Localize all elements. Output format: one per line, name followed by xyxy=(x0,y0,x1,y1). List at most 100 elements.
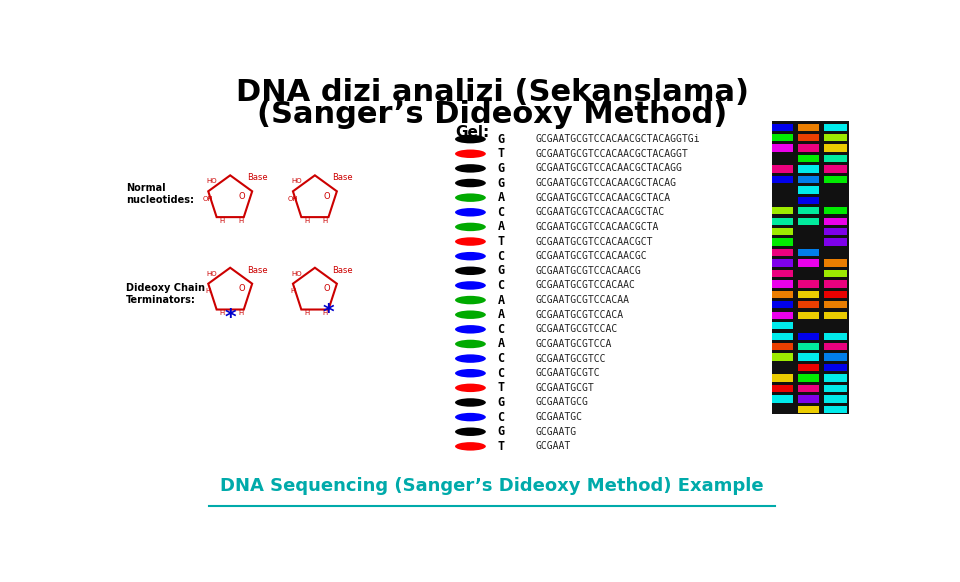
Text: Base: Base xyxy=(248,173,268,182)
Bar xyxy=(772,270,793,277)
Ellipse shape xyxy=(455,354,486,363)
Bar xyxy=(824,385,847,392)
Bar xyxy=(772,374,793,382)
Bar xyxy=(772,228,793,235)
Bar xyxy=(798,291,819,298)
Text: Base: Base xyxy=(332,173,353,182)
Text: T: T xyxy=(497,381,505,395)
Text: GCGAATGCGTC: GCGAATGCGTC xyxy=(536,368,601,378)
Text: C: C xyxy=(497,323,505,336)
Bar xyxy=(772,395,793,403)
Text: GCGAAT: GCGAAT xyxy=(536,441,571,452)
Text: H: H xyxy=(238,218,243,223)
Text: C: C xyxy=(497,279,505,292)
Bar xyxy=(772,301,793,308)
Text: C: C xyxy=(497,250,505,262)
Bar xyxy=(798,123,819,131)
Bar xyxy=(772,239,793,246)
Bar xyxy=(772,311,793,319)
Bar xyxy=(798,406,819,413)
Bar xyxy=(772,281,793,288)
Bar xyxy=(798,207,819,214)
Bar xyxy=(824,291,847,298)
Bar xyxy=(824,228,847,235)
Text: DNA Sequencing (Sanger’s Dideoxy Method) Example: DNA Sequencing (Sanger’s Dideoxy Method)… xyxy=(220,477,764,495)
Bar xyxy=(798,260,819,267)
Text: HO: HO xyxy=(291,271,301,277)
Bar xyxy=(772,134,793,141)
Text: GCGAATGCGTCCACA: GCGAATGCGTCCACA xyxy=(536,310,624,320)
Text: H: H xyxy=(290,288,296,294)
Ellipse shape xyxy=(455,325,486,333)
Text: A: A xyxy=(497,191,505,204)
Text: O: O xyxy=(239,192,246,201)
Bar xyxy=(772,218,793,225)
Bar xyxy=(772,353,793,361)
Ellipse shape xyxy=(455,135,486,143)
Text: O: O xyxy=(239,285,246,293)
Ellipse shape xyxy=(455,223,486,231)
Ellipse shape xyxy=(455,208,486,217)
Bar xyxy=(824,207,847,214)
Bar xyxy=(824,406,847,413)
Text: H: H xyxy=(323,218,328,223)
Ellipse shape xyxy=(455,428,486,436)
Bar xyxy=(772,332,793,340)
Text: G: G xyxy=(497,396,505,409)
Bar xyxy=(772,122,849,414)
Ellipse shape xyxy=(455,179,486,187)
Text: OH: OH xyxy=(288,196,299,202)
Text: *: * xyxy=(323,303,335,324)
Text: GCGAATGCGTCCACAACGCTACAGGT: GCGAATGCGTCCACAACGCTACAGGT xyxy=(536,149,688,159)
Bar xyxy=(824,311,847,319)
Text: O: O xyxy=(324,285,330,293)
Text: G: G xyxy=(497,133,505,146)
Text: T: T xyxy=(497,147,505,160)
Bar xyxy=(824,364,847,371)
Bar xyxy=(824,260,847,267)
Text: GCGAATGCGTCC: GCGAATGCGTCC xyxy=(536,354,607,364)
Ellipse shape xyxy=(455,310,486,319)
Text: G: G xyxy=(497,264,505,277)
Bar xyxy=(772,207,793,214)
Text: H: H xyxy=(304,310,309,316)
Bar xyxy=(798,311,819,319)
Text: A: A xyxy=(497,338,505,350)
Text: T: T xyxy=(497,440,505,453)
Text: GCGAATGCGTCCACAACGCTACAGGTGi: GCGAATGCGTCCACAACGCTACAGGTGi xyxy=(536,134,701,144)
Bar xyxy=(824,270,847,277)
Bar xyxy=(798,134,819,141)
Text: GCGAATGCGTCCACAACGCTACAG: GCGAATGCGTCCACAACGCTACAG xyxy=(536,178,677,188)
Text: A: A xyxy=(497,293,505,307)
Text: Normal
nucleotides:: Normal nucleotides: xyxy=(127,183,194,205)
Ellipse shape xyxy=(455,252,486,260)
Text: GCGAATGCGTCCACAACGC: GCGAATGCGTCCACAACGC xyxy=(536,251,647,261)
Text: H: H xyxy=(323,310,328,316)
Text: T: T xyxy=(497,235,505,248)
Text: C: C xyxy=(497,352,505,365)
Bar xyxy=(772,123,793,131)
Bar xyxy=(824,123,847,131)
Ellipse shape xyxy=(455,237,486,246)
Bar xyxy=(798,155,819,162)
Bar xyxy=(798,218,819,225)
Ellipse shape xyxy=(455,193,486,202)
Bar xyxy=(824,281,847,288)
Text: GCGAATG: GCGAATG xyxy=(536,427,577,436)
Text: G: G xyxy=(497,425,505,438)
Bar xyxy=(824,332,847,340)
Ellipse shape xyxy=(455,369,486,378)
Text: *: * xyxy=(225,308,236,328)
Bar xyxy=(772,322,793,329)
Bar xyxy=(772,260,793,267)
Text: G: G xyxy=(497,176,505,190)
Ellipse shape xyxy=(455,296,486,304)
Bar xyxy=(798,281,819,288)
Bar xyxy=(798,197,819,204)
Text: H: H xyxy=(220,310,225,316)
Bar xyxy=(798,343,819,350)
Bar xyxy=(798,364,819,371)
Text: GCGAATGCGTCCACAACGCTAC: GCGAATGCGTCCACAACGCTAC xyxy=(536,207,665,217)
Bar xyxy=(824,395,847,403)
Text: HO: HO xyxy=(291,179,301,184)
